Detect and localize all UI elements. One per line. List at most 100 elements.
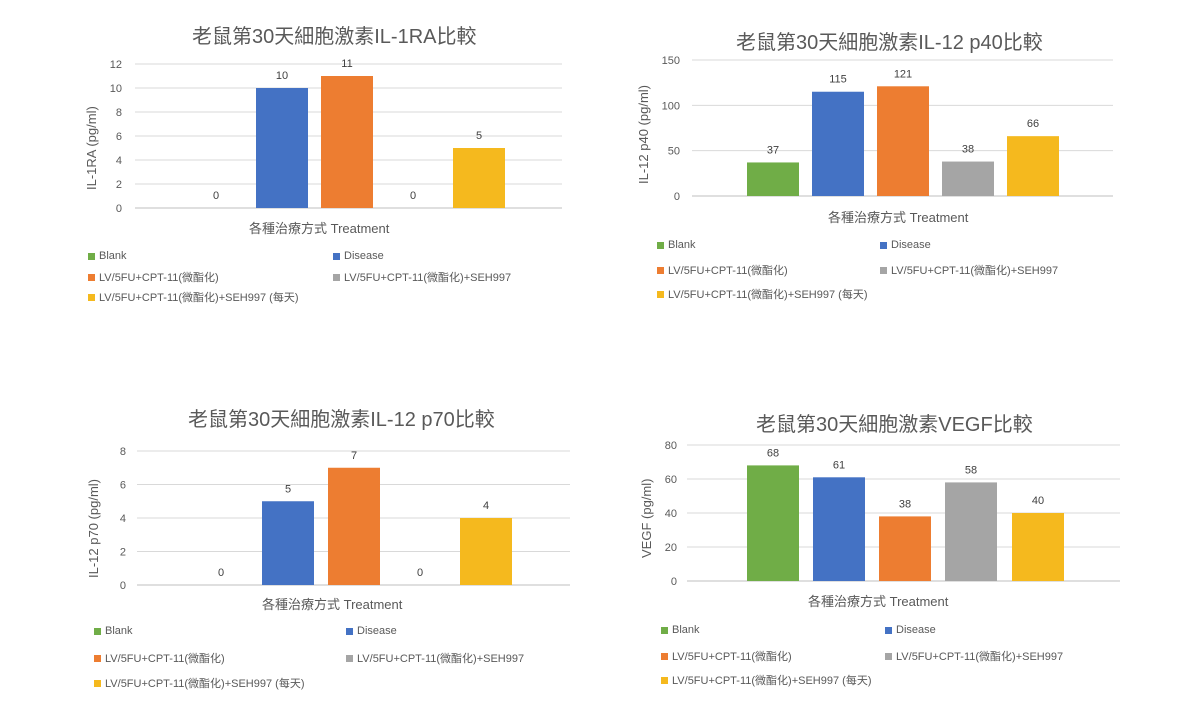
- data-label: 68: [767, 447, 779, 459]
- legend-item-blank: Blank: [661, 624, 700, 636]
- legend-label: LV/5FU+CPT-11(微酯化)+SEH997: [357, 653, 525, 665]
- y-tick-label: 0: [116, 203, 122, 215]
- x-axis-label: 各種治療方式 Treatment: [262, 597, 403, 612]
- legend-label: Disease: [891, 239, 931, 251]
- legend-item-lv5fu: LV/5FU+CPT-11(微酯化): [88, 269, 219, 285]
- legend-swatch: [94, 627, 101, 635]
- legend-swatch: [661, 652, 668, 660]
- data-label: 121: [894, 68, 912, 80]
- legend-item-disease: Disease: [880, 239, 931, 251]
- chart-plot: 0 50 100 150 37 115 121 38 66: [662, 55, 1113, 203]
- legend-swatch: [880, 241, 887, 249]
- y-tick-label: 0: [671, 576, 677, 588]
- bar: [813, 477, 865, 581]
- data-label: 58: [965, 464, 977, 476]
- data-label: 61: [833, 459, 845, 471]
- legend-item-lv5fu-seh997: LV/5FU+CPT-11(微酯化)+SEH997: [880, 262, 1058, 278]
- legend-item-lv5fu-seh997: LV/5FU+CPT-11(微酯化)+SEH997: [333, 269, 511, 285]
- y-tick-label: 12: [110, 59, 122, 71]
- legend-label: Disease: [357, 625, 397, 637]
- y-tick-label: 4: [120, 513, 126, 525]
- chart-plot: 0 2 4 6 8 10 12 0 10 11 0 5: [110, 58, 562, 215]
- y-tick-label: 6: [120, 480, 126, 492]
- bar: [942, 161, 994, 196]
- legend-label: LV/5FU+CPT-11(微酯化): [672, 651, 792, 663]
- legend-swatch: [346, 627, 353, 635]
- chart-title: 老鼠第30天細胞激素IL-12 p70比較: [188, 409, 495, 431]
- legend-swatch: [661, 626, 668, 634]
- legend-swatch: [88, 273, 95, 281]
- legend-label: LV/5FU+CPT-11(微酯化): [105, 653, 225, 665]
- legend-item-lv5fu-seh997-daily: LV/5FU+CPT-11(微酯化)+SEH997 (每天): [657, 286, 867, 302]
- legend-item-lv5fu-seh997: LV/5FU+CPT-11(微酯化)+SEH997: [885, 648, 1063, 664]
- legend-swatch: [885, 626, 892, 634]
- legend-item-blank: Blank: [657, 239, 696, 251]
- legend-item-disease: Disease: [333, 250, 384, 262]
- y-tick-label: 50: [668, 146, 680, 158]
- data-label: 0: [417, 567, 423, 579]
- y-tick-label: 2: [116, 179, 122, 191]
- data-label: 0: [410, 190, 416, 202]
- y-tick-label: 100: [662, 100, 680, 112]
- legend-swatch: [333, 252, 340, 260]
- legend-label: LV/5FU+CPT-11(微酯化)+SEH997: [891, 265, 1059, 277]
- y-tick-label: 20: [665, 542, 677, 554]
- legend-swatch: [661, 676, 668, 684]
- legend-item-blank: Blank: [88, 250, 127, 262]
- chart-title: 老鼠第30天細胞激素IL-12 p40比較: [736, 32, 1043, 54]
- bar: [321, 76, 373, 208]
- data-label: 7: [351, 450, 357, 462]
- data-label: 5: [285, 483, 291, 495]
- legend-label: LV/5FU+CPT-11(微酯化): [99, 272, 219, 284]
- legend-swatch: [333, 273, 340, 281]
- legend-swatch: [88, 252, 95, 260]
- legend-label: Blank: [672, 624, 700, 636]
- bar: [460, 518, 512, 585]
- y-tick-label: 2: [120, 547, 126, 559]
- legend-item-lv5fu: LV/5FU+CPT-11(微酯化): [661, 648, 792, 664]
- chart-title: 老鼠第30天細胞激素IL-1RA比較: [192, 26, 477, 48]
- bar: [1007, 136, 1059, 196]
- legend-item-lv5fu: LV/5FU+CPT-11(微酯化): [94, 650, 225, 666]
- y-tick-label: 0: [674, 191, 680, 203]
- legend-item-blank: Blank: [94, 625, 133, 637]
- legend-label: LV/5FU+CPT-11(微酯化)+SEH997 (每天): [668, 289, 868, 301]
- legend-swatch: [346, 654, 353, 662]
- y-tick-label: 0: [120, 580, 126, 592]
- legend-swatch: [88, 293, 95, 301]
- data-label: 38: [962, 144, 974, 156]
- bar: [877, 86, 929, 196]
- chart-plot: 0 2 4 6 8 0 5 7 0 4: [120, 446, 570, 592]
- legend-item-lv5fu-seh997-daily: LV/5FU+CPT-11(微酯化)+SEH997 (每天): [661, 672, 871, 688]
- legend-label: LV/5FU+CPT-11(微酯化): [668, 265, 788, 277]
- legend-item-lv5fu-seh997: LV/5FU+CPT-11(微酯化)+SEH997: [346, 650, 524, 666]
- legend-label: Disease: [344, 250, 384, 262]
- legend-item-lv5fu: LV/5FU+CPT-11(微酯化): [657, 262, 788, 278]
- legend-swatch: [94, 654, 101, 662]
- bar: [879, 516, 931, 581]
- bar: [262, 501, 314, 585]
- legend-label: LV/5FU+CPT-11(微酯化)+SEH997 (每天): [105, 678, 305, 690]
- legend-item-lv5fu-seh997-daily: LV/5FU+CPT-11(微酯化)+SEH997 (每天): [88, 289, 298, 305]
- y-tick-label: 150: [662, 55, 680, 67]
- y-tick-label: 8: [116, 107, 122, 119]
- x-axis-label: 各種治療方式 Treatment: [808, 594, 949, 609]
- y-tick-label: 8: [120, 446, 126, 458]
- legend-label: LV/5FU+CPT-11(微酯化)+SEH997: [344, 272, 512, 284]
- legend-item-disease: Disease: [346, 625, 397, 637]
- legend-label: LV/5FU+CPT-11(微酯化)+SEH997: [896, 651, 1064, 663]
- data-label: 37: [767, 144, 779, 156]
- legend-swatch: [657, 290, 664, 298]
- y-tick-label: 40: [665, 508, 677, 520]
- legend-label: LV/5FU+CPT-11(微酯化)+SEH997 (每天): [672, 675, 872, 687]
- legend-item-disease: Disease: [885, 624, 936, 636]
- bar: [256, 88, 308, 208]
- legend-label: LV/5FU+CPT-11(微酯化)+SEH997 (每天): [99, 292, 299, 304]
- data-label: 5: [476, 130, 482, 142]
- data-label: 40: [1032, 495, 1044, 507]
- bar: [945, 482, 997, 581]
- data-label: 10: [276, 70, 288, 82]
- bar: [747, 162, 799, 196]
- bar: [747, 465, 799, 581]
